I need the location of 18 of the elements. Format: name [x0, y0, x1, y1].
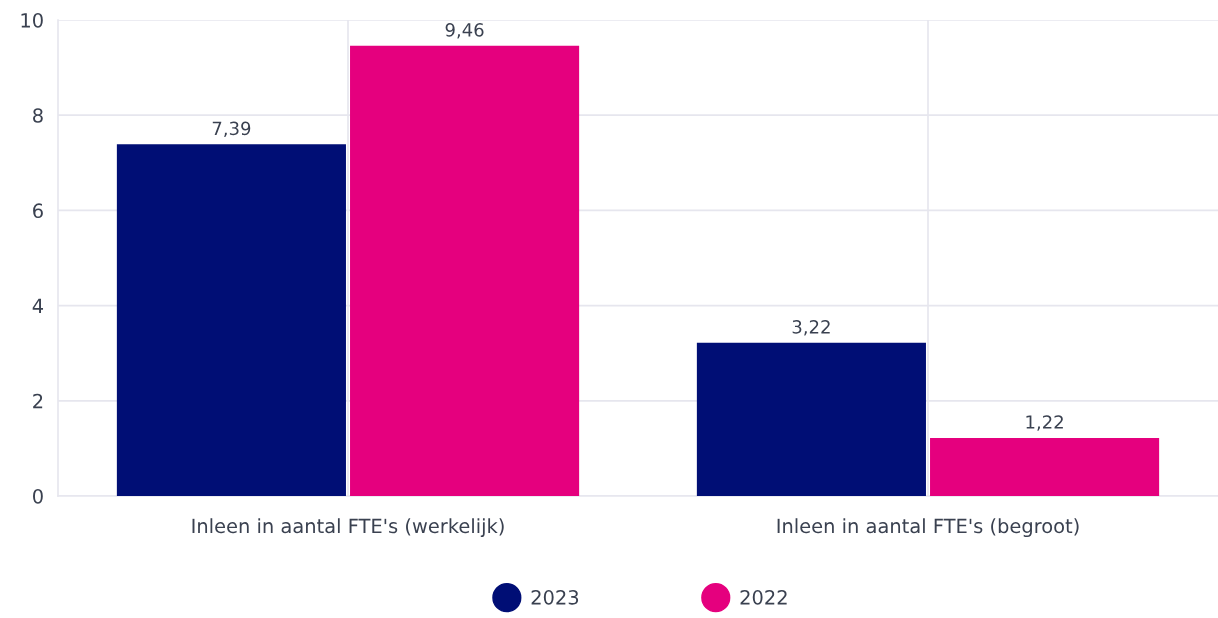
x-tick-label: Inleen in aantal FTE's (werkelijk)	[192, 518, 504, 538]
y-tick-label: 2	[33, 393, 43, 409]
data-label: 7,39	[212, 121, 251, 138]
y-tick-label: 4	[32, 298, 44, 313]
bar	[696, 342, 926, 496]
y-tick-label: 8	[33, 108, 43, 123]
data-label: 9,46	[445, 22, 484, 39]
y-tick-label: 6	[33, 203, 43, 219]
y-tick-label: 10	[21, 12, 43, 28]
bar	[930, 437, 1160, 496]
legend-label: 2023	[531, 590, 579, 605]
data-label: 1,22	[1026, 415, 1063, 431]
bar	[116, 144, 346, 496]
x-tick-label: Inleen in aantal FTE's (begroot)	[777, 518, 1079, 538]
data-label: 3,22	[792, 320, 830, 336]
y-tick-label: 0	[33, 488, 43, 504]
legend-label: 2022	[740, 590, 787, 605]
bar	[350, 45, 580, 496]
